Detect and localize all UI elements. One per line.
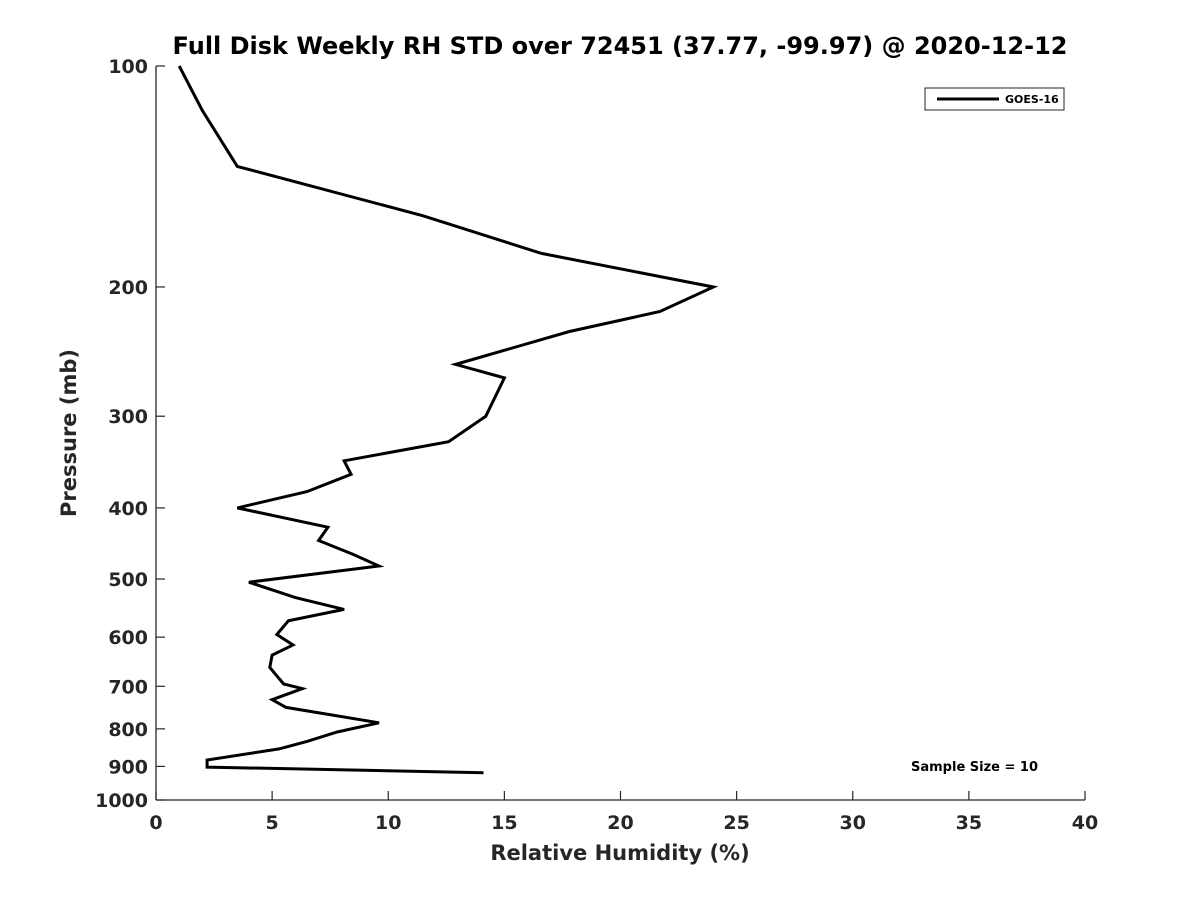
x-tick-label: 5 — [266, 812, 279, 834]
sample-size-annotation: Sample Size = 10 — [911, 760, 1038, 775]
y-tick-label: 600 — [108, 627, 148, 649]
y-tick-label: 700 — [108, 676, 148, 698]
x-tick-label: 35 — [956, 812, 982, 834]
x-tick-label: 10 — [375, 812, 401, 834]
series-layer — [177, 65, 719, 775]
y-tick-label: 500 — [108, 569, 148, 591]
x-tick-label: 30 — [840, 812, 866, 834]
legend: GOES-16 — [924, 87, 1065, 111]
x-tick-label: 40 — [1072, 812, 1098, 834]
x-ticks: 0 5 10 15 20 25 30 35 40 — [149, 791, 1098, 834]
x-tick-label: 15 — [491, 812, 517, 834]
y-tick-label: 300 — [108, 406, 148, 428]
chart-title: Full Disk Weekly RH STD over 72451 (37.7… — [173, 32, 1068, 60]
x-tick-label: 0 — [149, 812, 162, 834]
y-tick-label: 200 — [108, 277, 148, 299]
y-tick-label: 800 — [108, 719, 148, 741]
x-axis-label: Relative Humidity (%) — [490, 841, 749, 865]
y-tick-label: 900 — [108, 756, 148, 778]
y-axis-label: Pressure (mb) — [57, 349, 81, 517]
y-tick-label: 100 — [108, 56, 148, 78]
y-ticks: 100 200 300 400 500 600 700 800 900 1000 — [95, 56, 165, 812]
legend-label-goes-16: GOES-16 — [1005, 93, 1059, 106]
y-tick-label: 400 — [108, 498, 148, 520]
y-tick-label: 1000 — [95, 790, 148, 812]
x-tick-label: 20 — [607, 812, 633, 834]
x-tick-label: 25 — [723, 812, 749, 834]
series-line-goes-16 — [177, 65, 719, 775]
